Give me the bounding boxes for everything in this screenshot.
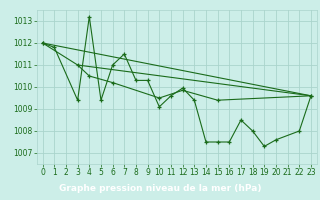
Text: Graphe pression niveau de la mer (hPa): Graphe pression niveau de la mer (hPa) — [59, 184, 261, 193]
